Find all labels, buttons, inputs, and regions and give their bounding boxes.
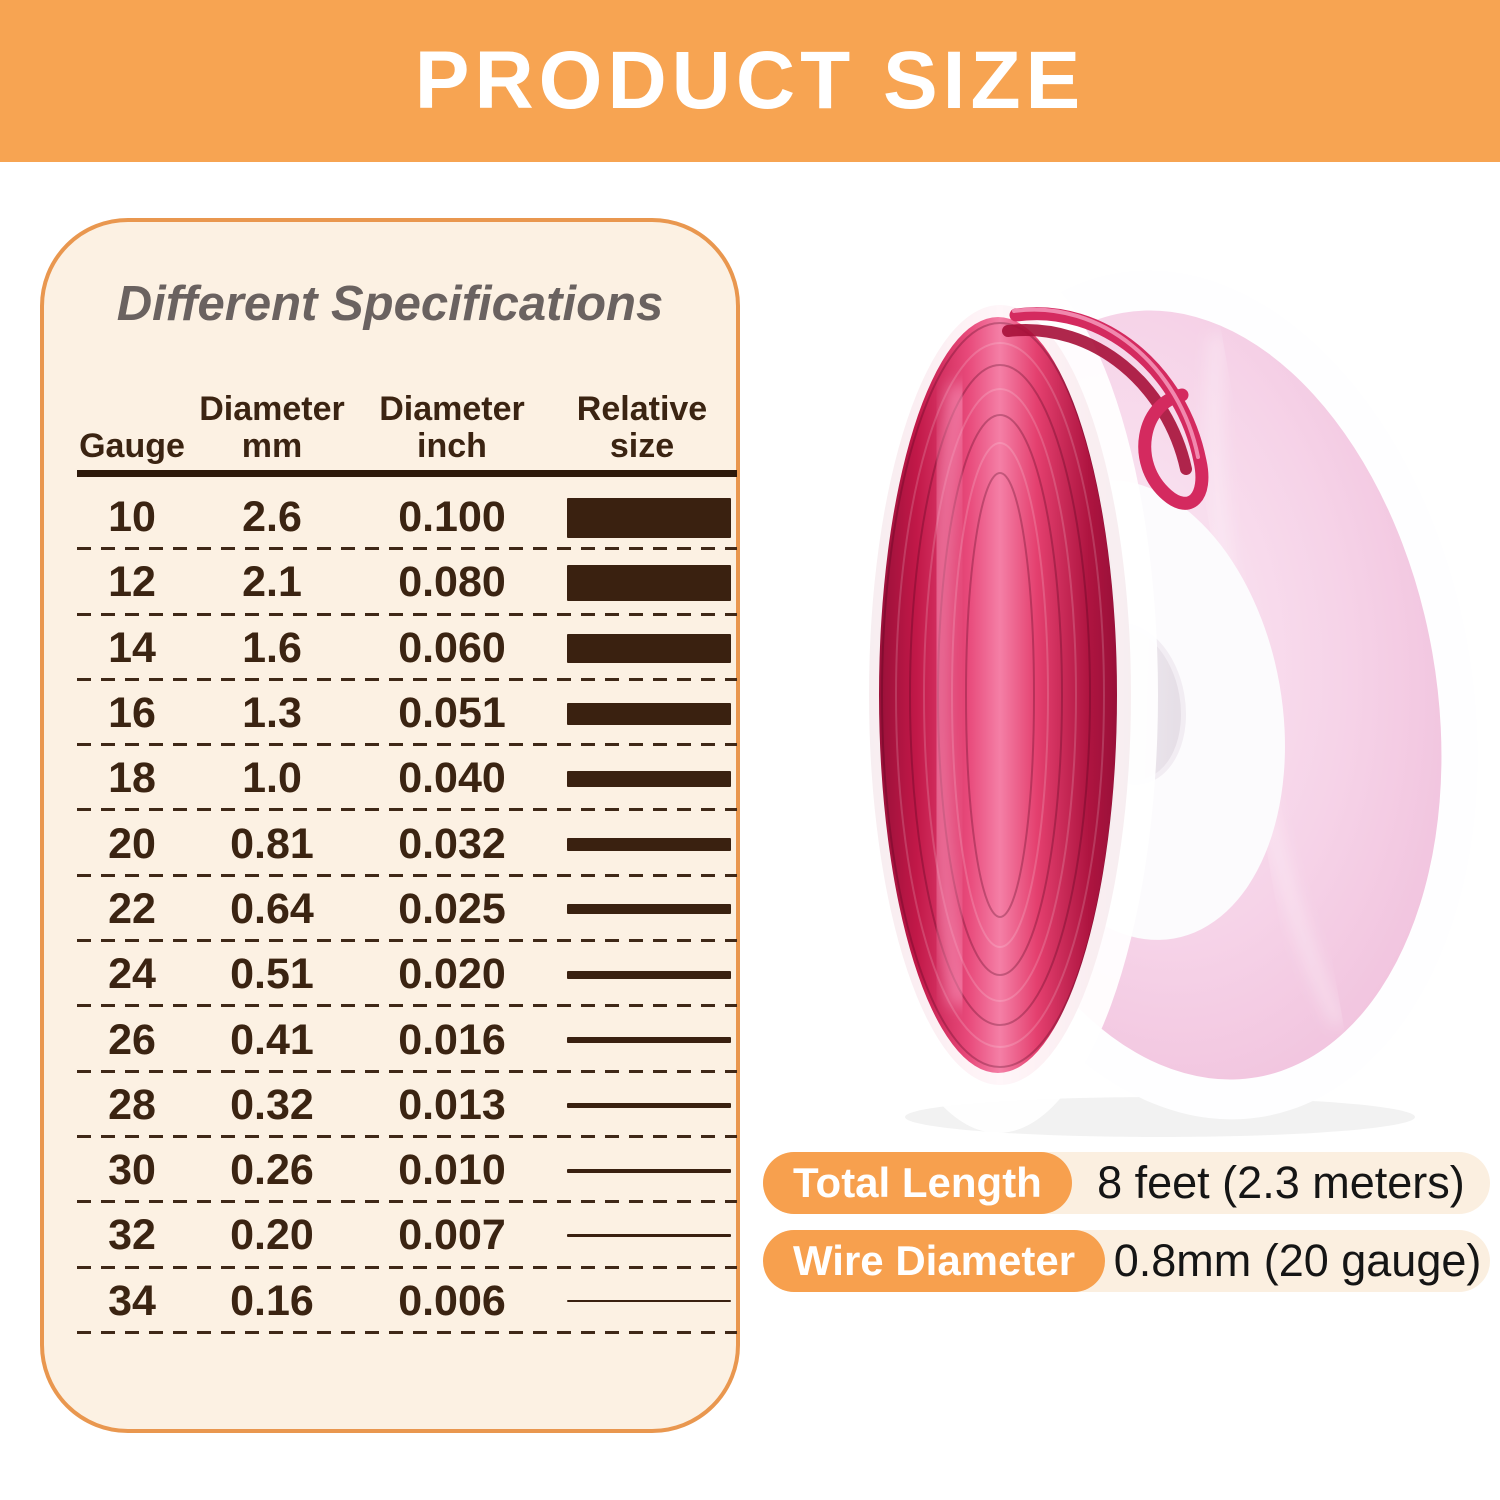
diameter-mm-value: 1.6	[242, 623, 302, 672]
diameter-inch-value: 0.016	[398, 1015, 506, 1064]
gauge-value: 30	[108, 1146, 156, 1195]
table-row: 26 0.41 0.016	[77, 1007, 737, 1073]
diameter-inch-value: 0.051	[398, 689, 506, 738]
gauge-value: 20	[108, 819, 156, 868]
table-row: 32 0.20 0.007	[77, 1203, 737, 1269]
diameter-mm-value: 0.16	[230, 1276, 314, 1325]
table-row: 34 0.16 0.006	[77, 1269, 737, 1335]
diameter-mm-value: 1.3	[242, 689, 302, 738]
diameter-mm-value: 0.81	[230, 819, 314, 868]
table-row: 22 0.64 0.025	[77, 877, 737, 943]
relative-size-bar	[567, 702, 731, 725]
diameter-inch-value: 0.025	[398, 884, 506, 933]
wire-diameter-value: 0.8mm (20 gauge)	[1113, 1235, 1482, 1286]
diameter-mm-value: 2.1	[242, 558, 302, 607]
table-row: 20 0.81 0.032	[77, 811, 737, 878]
table-row: 18 1.0 0.040	[77, 746, 737, 812]
specifications-panel: Different Specifications Gauge Diameter …	[40, 218, 740, 1433]
table-row: 28 0.32 0.013	[77, 1073, 737, 1139]
relative-size-bar	[567, 1168, 731, 1173]
total-length-badge: Total Length 8 feet (2.3 meters)	[763, 1152, 1490, 1214]
column-header-diameter-inch: Diameter inch	[379, 390, 525, 465]
diameter-inch-value: 0.060	[398, 623, 506, 672]
relative-size-bar	[567, 770, 731, 787]
table-row: 14 1.6 0.060	[77, 616, 737, 682]
total-length-value: 8 feet (2.3 meters)	[1097, 1157, 1465, 1208]
diameter-inch-value: 0.040	[398, 754, 506, 803]
gauge-value: 26	[108, 1015, 156, 1064]
relative-size-bar	[567, 1037, 731, 1044]
relative-size-bar	[567, 497, 731, 538]
diameter-inch-value: 0.020	[398, 950, 506, 999]
diameter-inch-value: 0.013	[398, 1080, 506, 1129]
diameter-mm-value: 1.0	[242, 754, 302, 803]
page-title: PRODUCT SIZE	[414, 35, 1086, 126]
gauge-value: 18	[108, 754, 156, 803]
panel-title: Different Specifications	[116, 277, 664, 331]
diameter-inch-value: 0.007	[398, 1211, 506, 1260]
table-row: 30 0.26 0.010	[77, 1138, 737, 1204]
relative-size-bar	[567, 904, 731, 915]
gauge-value: 16	[108, 689, 156, 738]
product-photo	[810, 235, 1490, 1145]
relative-size-bar	[567, 1102, 731, 1108]
column-header-relative-size: Relative size	[576, 390, 708, 465]
column-header-diameter-mm: Diameter mm	[199, 390, 345, 465]
diameter-inch-value: 0.006	[398, 1276, 506, 1325]
diameter-inch-value: 0.010	[398, 1146, 506, 1195]
relative-size-bar	[567, 1234, 731, 1238]
wire-diameter-label: Wire Diameter	[763, 1230, 1106, 1292]
diameter-mm-value: 0.20	[230, 1211, 314, 1260]
relative-size-bar	[567, 1300, 731, 1303]
gauge-value: 14	[108, 623, 156, 672]
wire-diameter-badge: Wire Diameter 0.8mm (20 gauge)	[763, 1230, 1490, 1292]
relative-size-bar	[567, 837, 731, 851]
total-length-label: Total Length	[763, 1152, 1072, 1214]
diameter-inch-value: 0.032	[398, 819, 506, 868]
relative-size-bar	[567, 633, 731, 663]
column-header-gauge: Gauge	[79, 426, 185, 465]
gauge-value: 32	[108, 1211, 156, 1260]
diameter-mm-value: 0.51	[230, 950, 314, 999]
diameter-mm-value: 0.41	[230, 1015, 314, 1064]
gauge-value: 24	[108, 950, 156, 999]
gauge-value: 34	[108, 1276, 156, 1325]
relative-size-bar	[567, 564, 731, 601]
table-row: 10 2.6 0.100	[77, 485, 737, 551]
gauge-value: 22	[108, 884, 156, 933]
diameter-mm-value: 2.6	[242, 493, 302, 542]
relative-size-bar	[567, 970, 731, 979]
diameter-inch-value: 0.100	[398, 493, 506, 542]
spec-table-body: 10 2.6 0.100 12 2.1 0.080 14 1.6 0.060 1…	[77, 485, 737, 1335]
diameter-mm-value: 0.26	[230, 1146, 314, 1195]
table-row: 12 2.1 0.080	[77, 550, 737, 616]
wire-loop	[1002, 307, 1209, 510]
gauge-value: 28	[108, 1080, 156, 1129]
wire-spool-illustration	[838, 257, 1478, 1137]
gauge-value: 10	[108, 493, 156, 542]
table-header-rule	[77, 470, 737, 477]
diameter-mm-value: 0.64	[230, 884, 314, 933]
table-row: 16 1.3 0.051	[77, 681, 737, 747]
coil-highlight	[927, 382, 972, 1008]
diameter-inch-value: 0.080	[398, 558, 506, 607]
gauge-value: 12	[108, 558, 156, 607]
diameter-mm-value: 0.32	[230, 1080, 314, 1129]
spec-table-header: Gauge Diameter mm Diameter inch Relative…	[77, 382, 737, 464]
table-row: 24 0.51 0.020	[77, 942, 737, 1008]
page-header: PRODUCT SIZE	[0, 0, 1500, 162]
